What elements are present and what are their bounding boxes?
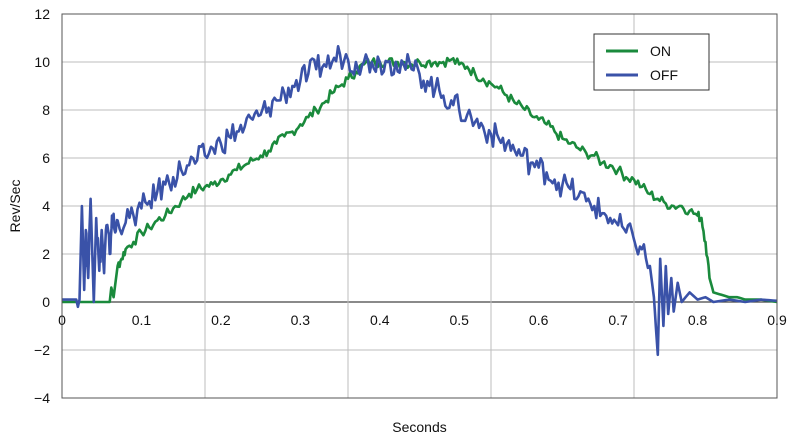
legend-box	[593, 33, 710, 91]
legend-label-off: OFF	[650, 67, 678, 83]
y-tick-label: 8	[42, 102, 50, 118]
x-tick-label: 0.8	[688, 312, 708, 328]
x-tick-label: 0.5	[449, 312, 469, 328]
y-tick-label: 12	[34, 6, 50, 22]
legend-label-on: ON	[650, 43, 671, 59]
y-tick-label: 4	[42, 198, 50, 214]
series-layer	[62, 45, 778, 357]
y-tick-label: −4	[34, 390, 50, 406]
y-tick-label: 10	[34, 54, 50, 70]
x-tick-label: 0.2	[211, 312, 231, 328]
series-line-on	[62, 56, 778, 304]
y-tick-label: 2	[42, 246, 50, 262]
y-tick-label: 0	[42, 294, 50, 310]
series-line-off	[62, 45, 778, 357]
x-axis-ticks: 0 0.1 0.2 0.3 0.4 0.5 0.6 0.7 0.8 0.9	[58, 312, 787, 328]
x-tick-label: 0.9	[767, 312, 787, 328]
x-tick-label: 0.1	[132, 312, 152, 328]
legend: ON OFF	[593, 33, 710, 91]
x-tick-label: 0.7	[608, 312, 628, 328]
y-tick-label: 6	[42, 150, 50, 166]
x-tick-label: 0.4	[370, 312, 390, 328]
x-axis-title: Seconds	[392, 419, 446, 435]
x-tick-label: 0.3	[291, 312, 311, 328]
x-tick-label: 0	[58, 312, 66, 328]
y-axis-title: Rev/Sec	[7, 180, 23, 233]
y-axis-ticks: −4 −2 0 2 4 6 8 10 12	[34, 6, 50, 406]
x-tick-label: 0.6	[529, 312, 549, 328]
plot-frame	[61, 13, 778, 399]
y-tick-label: −2	[34, 342, 50, 358]
